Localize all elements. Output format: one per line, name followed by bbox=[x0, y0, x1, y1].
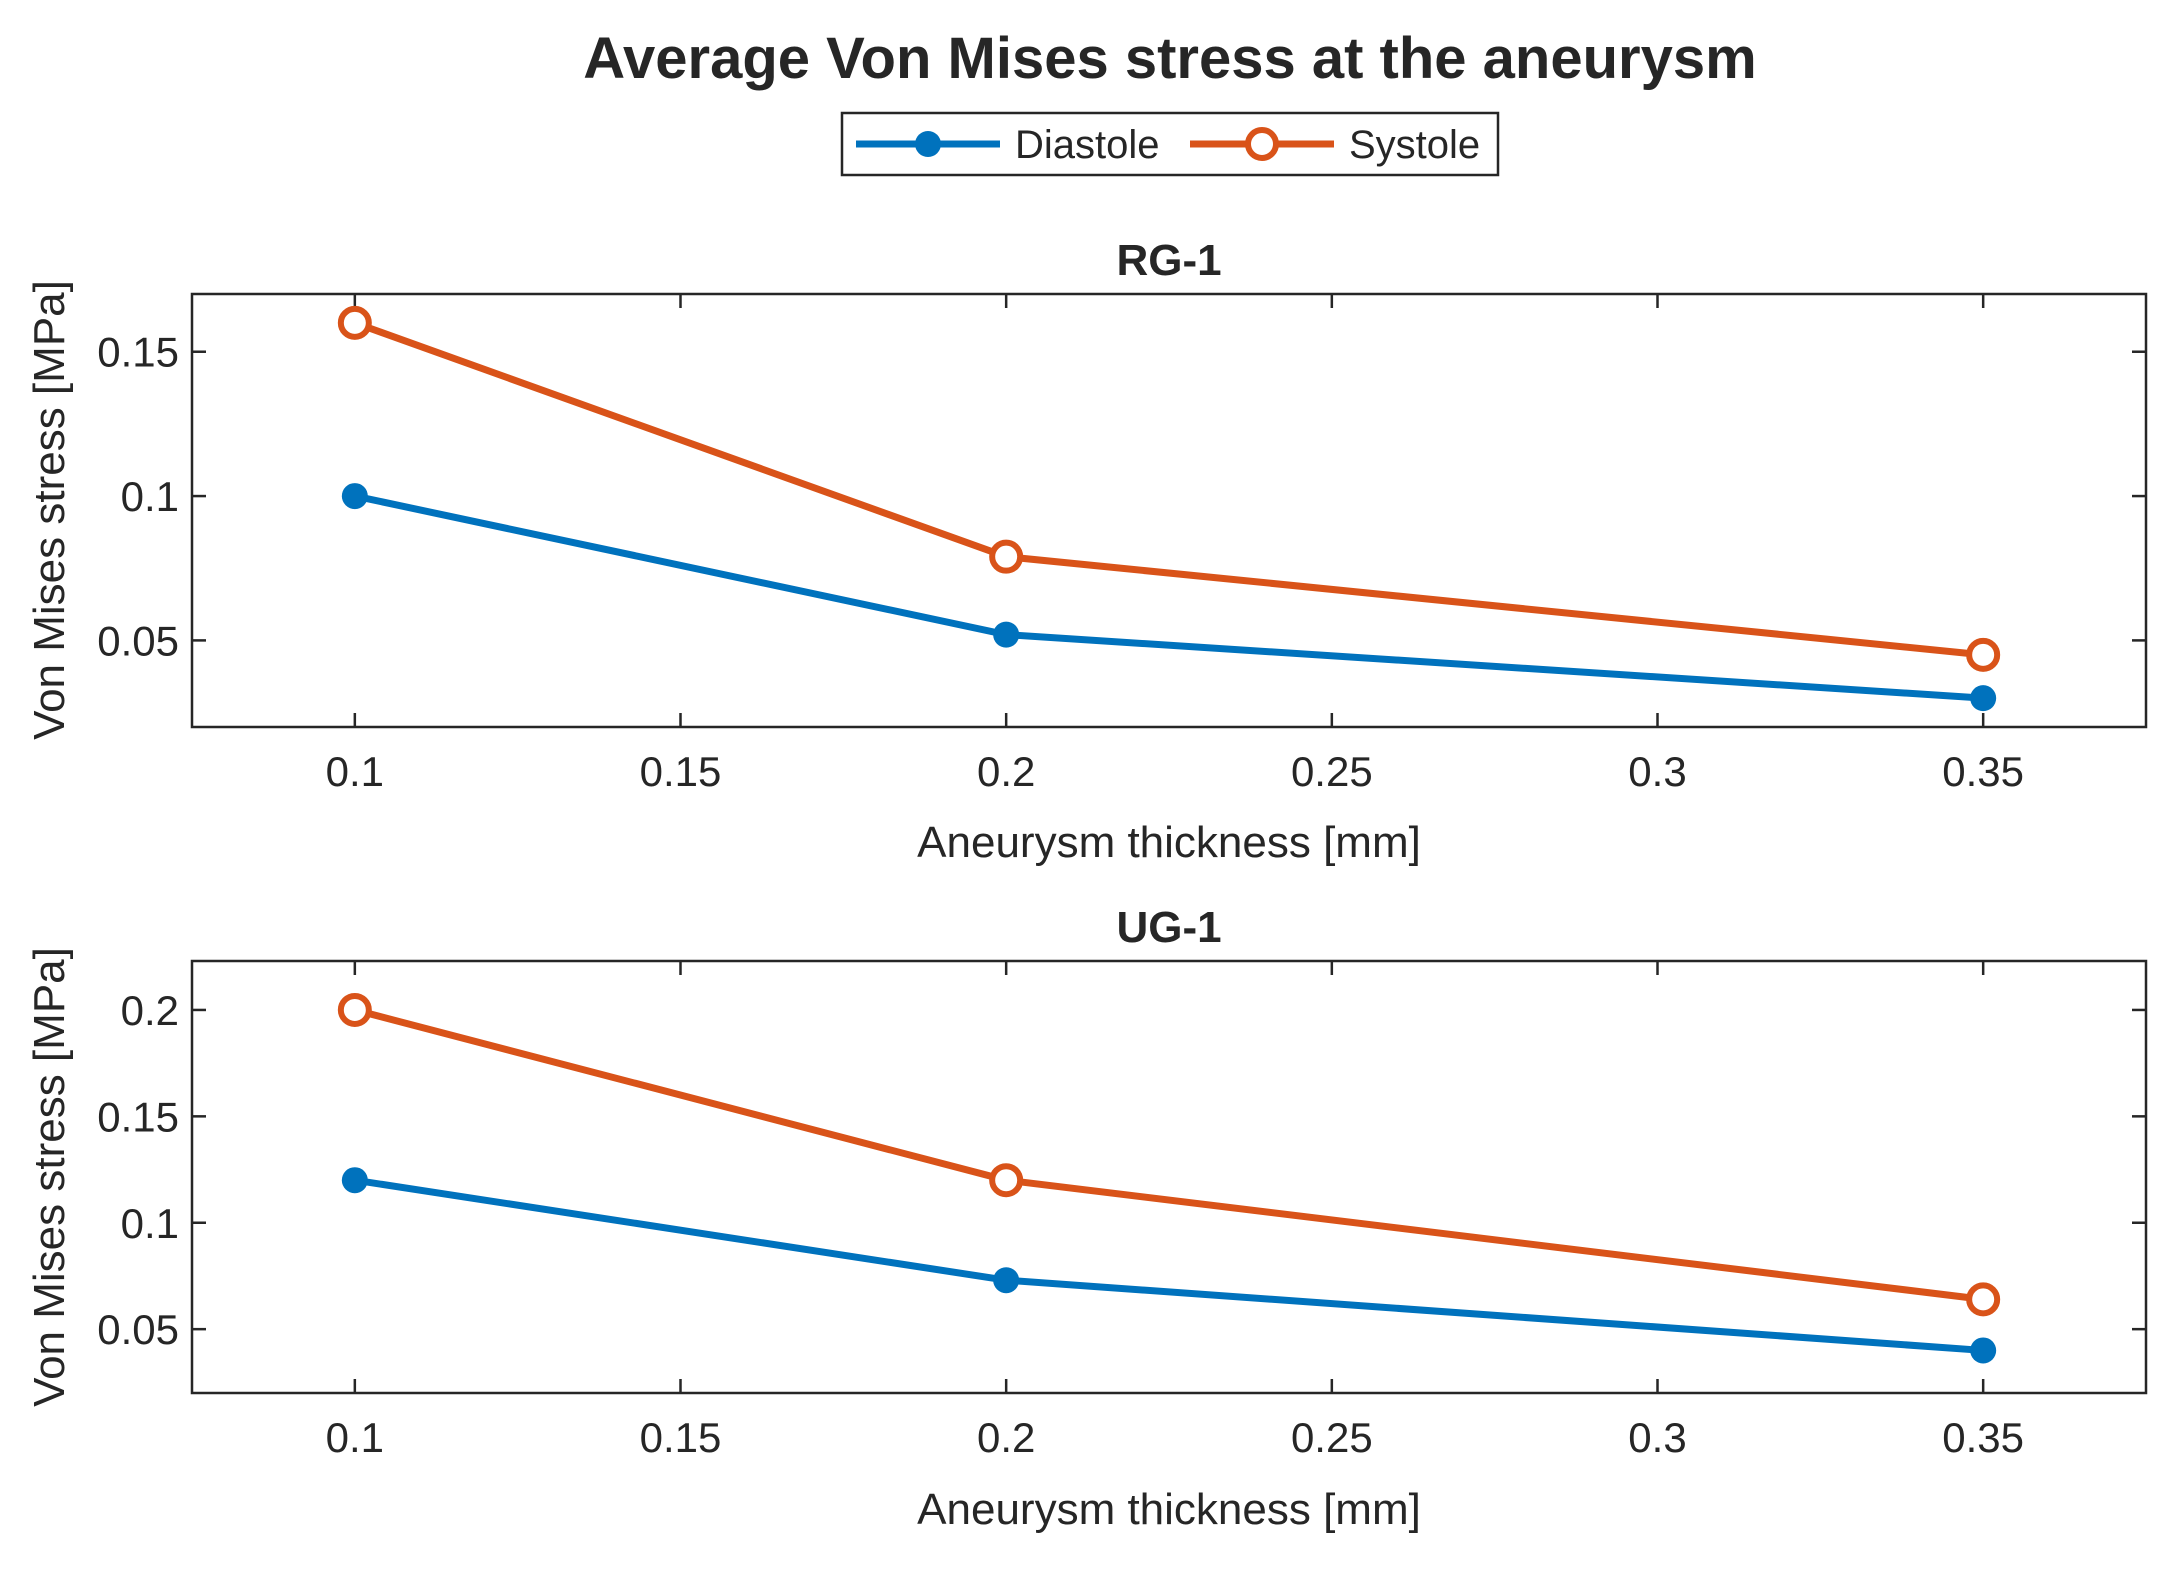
x-axis-label: Aneurysm thickness [mm] bbox=[917, 1485, 1421, 1534]
data-point-systole bbox=[1966, 1282, 2001, 1317]
y-axis-label: Von Mises stress [MPa] bbox=[25, 280, 74, 740]
legend-marker-diastole bbox=[915, 131, 941, 157]
x-tick-label: 0.35 bbox=[1942, 1414, 2024, 1461]
plot-area bbox=[190, 959, 2148, 1395]
x-tick-label: 0.25 bbox=[1291, 1414, 1373, 1461]
x-tick-label: 0.15 bbox=[640, 1414, 722, 1461]
tick-marks bbox=[192, 961, 2146, 1393]
y-axis-label: Von Mises stress [MPa] bbox=[25, 947, 74, 1407]
x-tick-label: 0.3 bbox=[1628, 748, 1686, 795]
x-axis-label: Aneurysm thickness [mm] bbox=[917, 818, 1421, 867]
subplot-ug-1: UG-1 0.1 0.15 0.2 0.25 0.3 0.35 0.050.10.150.… bbox=[25, 903, 2148, 1534]
x-tick-label: 0.3 bbox=[1628, 1414, 1686, 1461]
data-point-systole bbox=[337, 992, 372, 1027]
y-tick-label: 0.15 bbox=[97, 329, 179, 376]
legend: Diastole Systole bbox=[840, 111, 1500, 177]
y-tick-label: 0.2 bbox=[121, 987, 179, 1034]
x-tick-label: 0.1 bbox=[326, 1414, 384, 1461]
legend-label-systole: Systole bbox=[1349, 123, 1480, 167]
data-point-diastole bbox=[993, 1267, 1020, 1294]
data-series bbox=[337, 992, 2001, 1364]
legend-marker-systole bbox=[1245, 127, 1279, 161]
data-point-diastole bbox=[1970, 685, 1997, 712]
x-tick-label: 0.15 bbox=[640, 748, 722, 795]
data-point-diastole bbox=[993, 621, 1020, 648]
y-tick-labels: 0.05 0.1 0.15 bbox=[97, 329, 179, 665]
data-point-diastole bbox=[341, 483, 368, 510]
plot-area bbox=[190, 292, 2148, 729]
data-point-systole bbox=[989, 1163, 1024, 1198]
y-tick-label: 0.15 bbox=[97, 1093, 179, 1140]
legend-label-diastole: Diastole bbox=[1015, 123, 1160, 167]
x-tick-label: 0.1 bbox=[326, 748, 384, 795]
data-point-diastole bbox=[1970, 1337, 1997, 1364]
x-tick-label: 0.35 bbox=[1942, 748, 2024, 795]
subplot-rg-1: RG-1 0.1 0.15 0.2 0.25 0.3 0.35 0.05 0.1 0.15 A… bbox=[25, 236, 2148, 867]
data-point-systole bbox=[1966, 637, 2001, 672]
x-tick-label: 0.2 bbox=[977, 748, 1035, 795]
data-point-diastole bbox=[341, 1167, 368, 1194]
y-tick-label: 0.05 bbox=[97, 617, 179, 664]
tick-marks bbox=[192, 294, 2146, 727]
subplot-title: UG-1 bbox=[1116, 903, 1221, 952]
y-tick-label: 0.1 bbox=[121, 1200, 179, 1247]
data-point-systole bbox=[337, 305, 372, 340]
x-tick-labels: 0.1 0.15 0.2 0.25 0.3 0.35 bbox=[326, 748, 2024, 795]
x-tick-labels: 0.1 0.15 0.2 0.25 0.3 0.35 bbox=[326, 1414, 2024, 1461]
subplot-title: RG-1 bbox=[1116, 236, 1221, 285]
data-point-systole bbox=[989, 539, 1024, 574]
y-tick-label: 0.05 bbox=[97, 1306, 179, 1353]
data-series bbox=[337, 305, 2001, 712]
x-tick-label: 0.2 bbox=[977, 1414, 1035, 1461]
y-tick-label: 0.1 bbox=[121, 473, 179, 520]
x-tick-label: 0.25 bbox=[1291, 748, 1373, 795]
y-tick-labels: 0.05 0.1 0.15 0.2 bbox=[97, 987, 179, 1353]
chart-title: Average Von Mises stress at the aneurysm bbox=[583, 26, 1756, 91]
